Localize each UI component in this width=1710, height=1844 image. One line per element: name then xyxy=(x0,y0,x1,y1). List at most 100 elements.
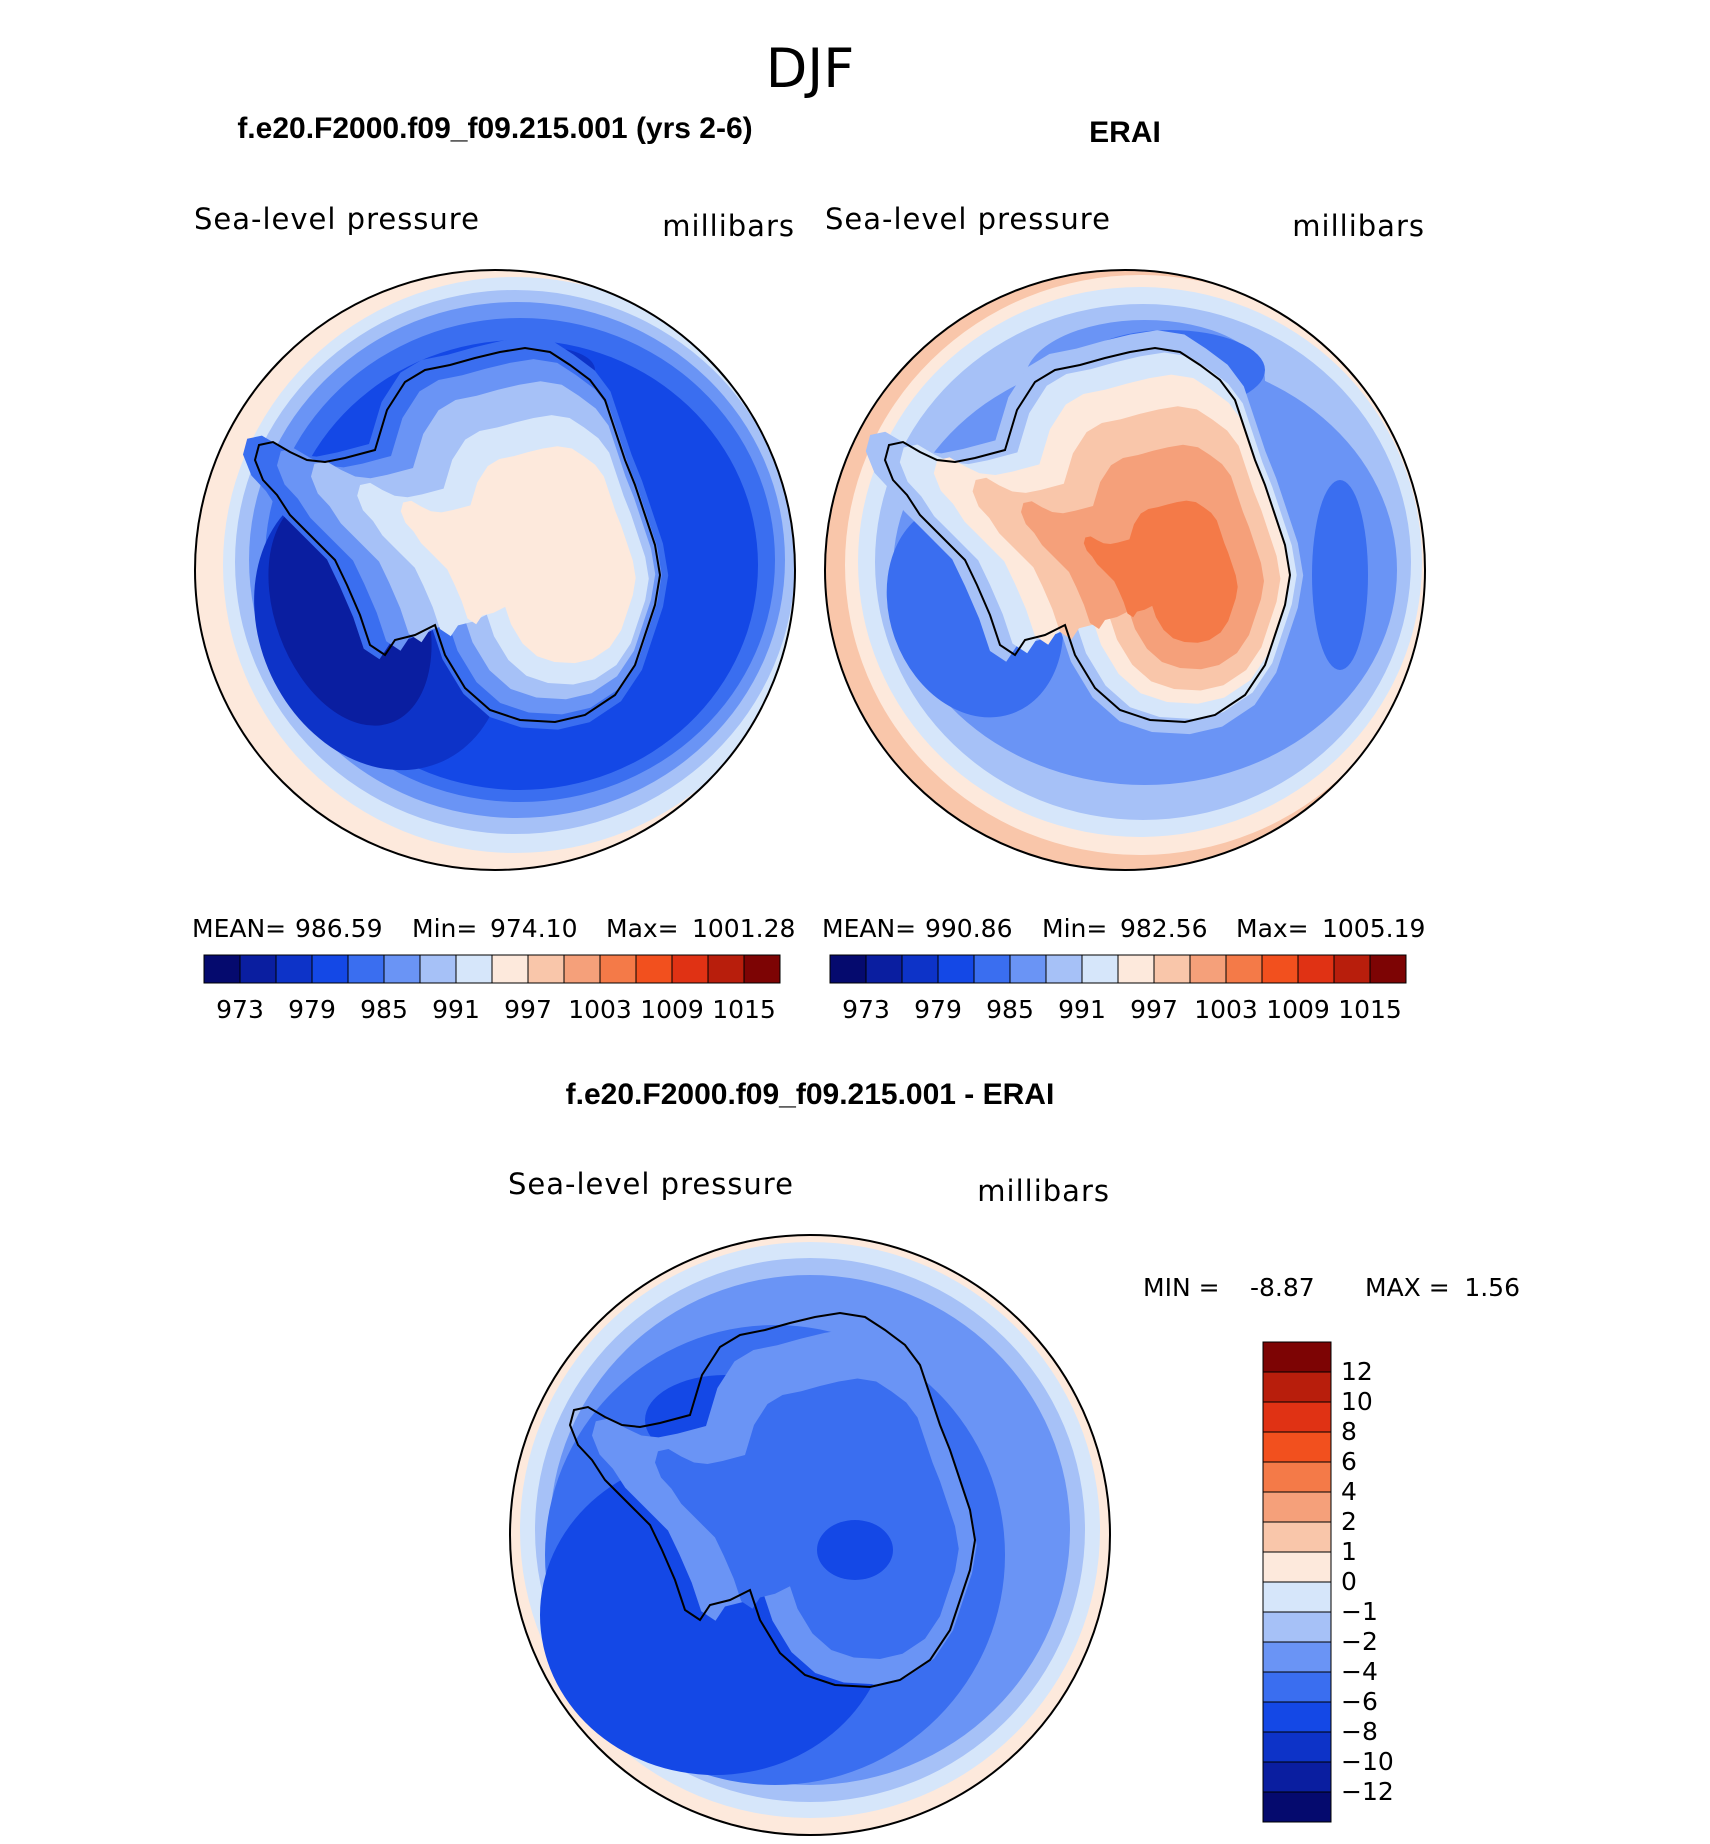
obs-min-value: 982.56 xyxy=(1120,914,1207,943)
case-colorbar-box xyxy=(347,954,385,984)
case-field-continent-8 xyxy=(400,446,636,664)
obs-colorbar-box xyxy=(1261,954,1299,984)
diff-units-label: millibars xyxy=(977,1174,1110,1208)
diff-variable-label: Sea-level pressure xyxy=(508,1167,794,1201)
case-mean-value: 986.59 xyxy=(295,914,382,943)
case-colorbar-box xyxy=(239,954,277,984)
obs-colorbar-box xyxy=(901,954,939,984)
diff-field-interior-low xyxy=(817,1520,893,1580)
diff-max-value: 1.56 xyxy=(1464,1273,1520,1302)
case-colorbar-box xyxy=(311,954,349,984)
case-colorbar-box xyxy=(455,954,493,984)
diff-colorbar-tick-label: 6 xyxy=(1341,1447,1357,1476)
case-colorbar-tick-label: 997 xyxy=(504,995,552,1024)
diff-colorbar-tick-label: 2 xyxy=(1341,1507,1357,1536)
diff-colorbar-tick-label: 4 xyxy=(1341,1477,1357,1506)
case-colorbar-tick-label: 979 xyxy=(288,995,336,1024)
obs-colorbar-box xyxy=(1045,954,1083,984)
case-colorbar-box xyxy=(563,954,601,984)
obs-colorbar-tick-label: 991 xyxy=(1058,995,1106,1024)
case-min-label: Min= xyxy=(412,914,477,943)
diff-colorbar-box xyxy=(1262,1791,1332,1823)
diff-colorbar-box xyxy=(1262,1461,1332,1493)
case-mean-label: MEAN= xyxy=(192,914,286,943)
panel-case: Sea-level pressure millibars MEAN= 986.5… xyxy=(192,202,796,1024)
diff-map-border xyxy=(509,1234,1111,1836)
diff-colorbar-tick-label: −1 xyxy=(1341,1597,1378,1626)
case-max-label: Max= xyxy=(606,914,679,943)
diff-colorbar-box xyxy=(1262,1341,1332,1373)
obs-colorbar-box xyxy=(1009,954,1047,984)
obs-colorbar-box xyxy=(973,954,1011,984)
case-units-label: millibars xyxy=(662,209,795,243)
obs-colorbar-box xyxy=(1189,954,1227,984)
case-colorbar-box xyxy=(635,954,673,984)
obs-field-continent-11 xyxy=(1083,500,1238,643)
case-max-value: 1001.28 xyxy=(692,914,795,943)
obs-variable-label: Sea-level pressure xyxy=(825,202,1111,236)
obs-units-label: millibars xyxy=(1292,209,1425,243)
diff-colorbar-box xyxy=(1262,1401,1332,1433)
case-colorbar-tick-label: 1009 xyxy=(640,995,704,1024)
obs-colorbar-box xyxy=(1081,954,1119,984)
diff-colorbar-tick-label: 12 xyxy=(1341,1357,1373,1386)
case-colorbar-tick-label: 1015 xyxy=(712,995,776,1024)
panel-obs: Sea-level pressure millibars MEAN= 990.8… xyxy=(822,202,1426,1024)
diff-polar-map xyxy=(510,1235,1110,1835)
diff-colorbar-box xyxy=(1262,1641,1332,1673)
diff-colorbar-tick-label: −4 xyxy=(1341,1657,1378,1686)
obs-coastline xyxy=(883,346,1292,724)
case-colorbar-tick-label: 1003 xyxy=(568,995,632,1024)
case-colorbar-box xyxy=(527,954,565,984)
obs-title: ERAI xyxy=(1089,116,1161,149)
obs-max-value: 1005.19 xyxy=(1322,914,1425,943)
diff-max-label: MAX = xyxy=(1365,1273,1450,1302)
case-colorbar-tick-label: 991 xyxy=(432,995,480,1024)
diff-colorbar-tick-label: 1 xyxy=(1341,1537,1357,1566)
case-title: f.e20.F2000.f09_f09.215.001 (yrs 2-6) xyxy=(237,112,752,145)
obs-colorbar-tick-label: 1015 xyxy=(1338,995,1402,1024)
case-colorbar-box xyxy=(599,954,637,984)
diff-colorbar-box xyxy=(1262,1611,1332,1643)
diff-colorbar-box xyxy=(1262,1431,1332,1463)
diff-field-continent-4 xyxy=(655,1378,959,1659)
diff-colorbar-box xyxy=(1262,1761,1332,1793)
diff-colorbar-box xyxy=(1262,1551,1332,1583)
case-colorbar-box xyxy=(707,954,745,984)
obs-colorbar-box xyxy=(1117,954,1155,984)
diff-colorbar-tick-label: 0 xyxy=(1341,1567,1357,1596)
obs-stats: MEAN= 990.86 Min= 982.56 Max= 1005.19 xyxy=(822,914,1425,943)
diff-colorbar-box xyxy=(1262,1731,1332,1763)
case-variable-label: Sea-level pressure xyxy=(194,202,480,236)
diff-coastline xyxy=(568,1311,977,1689)
obs-colorbar-box xyxy=(865,954,903,984)
obs-colorbar-box xyxy=(829,954,867,984)
obs-colorbar-box xyxy=(1153,954,1191,984)
obs-colorbar-tick-label: 1003 xyxy=(1194,995,1258,1024)
obs-polar-map xyxy=(825,270,1425,870)
obs-map-border xyxy=(824,269,1426,871)
diff-colorbar-box xyxy=(1262,1491,1332,1523)
case-polar-map xyxy=(195,270,795,870)
diff-colorbar-tick-label: −6 xyxy=(1341,1687,1378,1716)
obs-colorbar: 973 979 985 991 997 1003 1009 1015 xyxy=(829,954,1407,1024)
panel-diff: Sea-level pressure millibars MIN = -8.87… xyxy=(508,1167,1520,1836)
case-colorbar-box xyxy=(491,954,529,984)
diff-colorbar-tick-label: −10 xyxy=(1341,1747,1394,1776)
diff-colorbar-box xyxy=(1262,1521,1332,1553)
obs-colorbar-box xyxy=(937,954,975,984)
obs-colorbar-tick-label: 985 xyxy=(986,995,1034,1024)
obs-colorbar-tick-label: 1009 xyxy=(1266,995,1330,1024)
obs-mean-label: MEAN= xyxy=(822,914,916,943)
season-title: DJF xyxy=(766,37,855,100)
case-colorbar-box xyxy=(203,954,241,984)
obs-colorbar-box xyxy=(1297,954,1335,984)
obs-min-label: Min= xyxy=(1042,914,1107,943)
obs-mean-value: 990.86 xyxy=(925,914,1012,943)
case-colorbar-box xyxy=(743,954,781,984)
case-map-border xyxy=(194,269,796,871)
case-coastline xyxy=(253,346,662,724)
obs-colorbar-box xyxy=(1369,954,1407,984)
